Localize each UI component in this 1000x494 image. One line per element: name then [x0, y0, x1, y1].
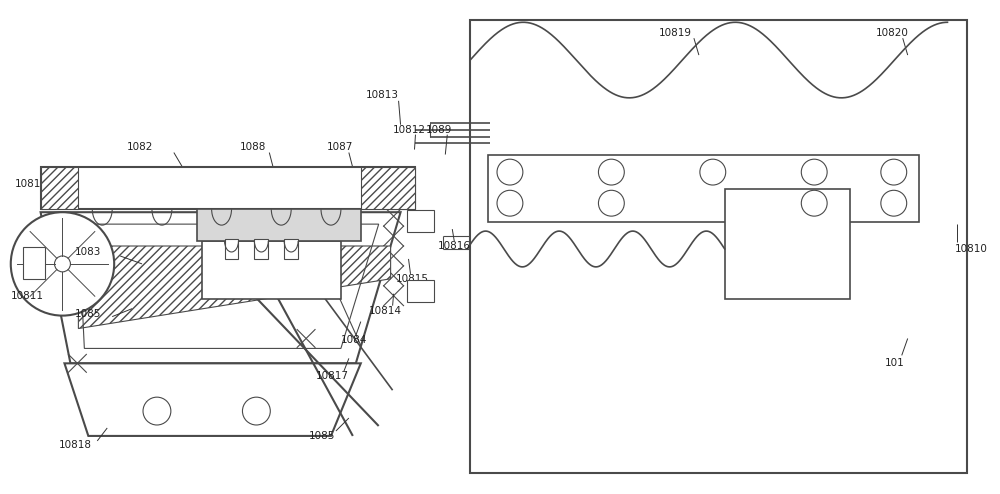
Text: 1085: 1085	[309, 431, 335, 441]
Bar	[488, 155, 919, 222]
Text: 1085: 1085	[74, 309, 101, 319]
Circle shape	[497, 190, 523, 216]
Bar	[725, 189, 850, 299]
Bar	[41, 167, 415, 209]
Text: 10810: 10810	[954, 244, 987, 254]
Bar	[41, 167, 78, 209]
Circle shape	[11, 212, 114, 316]
Circle shape	[497, 159, 523, 185]
Bar	[225, 239, 238, 259]
Text: 10815: 10815	[396, 274, 429, 284]
Bar	[23, 247, 45, 279]
Bar	[407, 210, 434, 232]
Text: 1081: 1081	[15, 179, 41, 189]
Text: 1087: 1087	[327, 142, 353, 152]
Text: 101: 101	[885, 358, 905, 369]
Text: 10820: 10820	[876, 28, 909, 38]
Text: 1082: 1082	[127, 142, 153, 152]
Text: 10817: 10817	[316, 371, 349, 381]
Bar	[202, 241, 341, 299]
Bar	[361, 167, 415, 209]
Circle shape	[881, 159, 907, 185]
Circle shape	[801, 159, 827, 185]
Bar	[284, 239, 298, 259]
Bar	[197, 209, 361, 241]
Circle shape	[598, 190, 624, 216]
Polygon shape	[64, 364, 361, 436]
Text: 10819: 10819	[659, 28, 692, 38]
Text: 1089: 1089	[425, 124, 452, 135]
Circle shape	[801, 190, 827, 216]
Bar	[407, 280, 434, 302]
Text: 1083: 1083	[74, 247, 101, 257]
Circle shape	[55, 256, 70, 272]
Bar	[470, 20, 967, 473]
Text: 10816: 10816	[437, 241, 470, 251]
Text: 10812: 10812	[393, 124, 426, 135]
Circle shape	[598, 159, 624, 185]
Circle shape	[881, 190, 907, 216]
Bar	[254, 239, 268, 259]
Text: 10814: 10814	[369, 306, 402, 316]
Text: 1084: 1084	[341, 335, 367, 345]
Circle shape	[242, 397, 270, 425]
Circle shape	[700, 159, 726, 185]
Circle shape	[143, 397, 171, 425]
Text: 1088: 1088	[239, 142, 266, 152]
Text: 10813: 10813	[366, 90, 399, 100]
Text: 10818: 10818	[58, 440, 91, 450]
Polygon shape	[78, 246, 391, 329]
Text: 10811: 10811	[11, 291, 44, 301]
